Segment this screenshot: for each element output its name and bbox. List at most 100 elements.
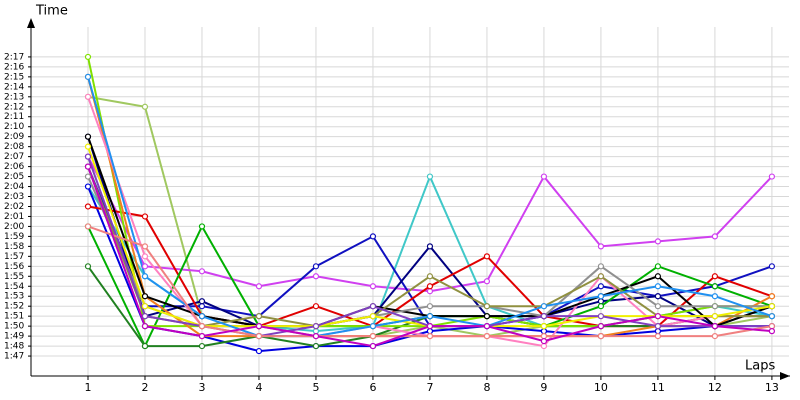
point	[540, 323, 548, 330]
point	[198, 333, 206, 340]
point	[369, 283, 377, 290]
y-tick-label: 1:57	[4, 252, 24, 262]
y-arrow	[27, 18, 35, 28]
point	[198, 342, 206, 350]
point	[141, 313, 149, 320]
y-tick-label: 2:08	[4, 142, 24, 152]
point	[255, 347, 263, 355]
point	[597, 333, 605, 340]
y-tick-label: 2:06	[4, 162, 24, 172]
point	[654, 283, 662, 290]
point	[711, 333, 719, 340]
point	[768, 303, 776, 310]
point	[426, 288, 434, 295]
point	[312, 323, 320, 330]
point	[654, 273, 662, 280]
x-tick-label: 3	[198, 381, 205, 394]
y-tick-label: 2:14	[4, 82, 24, 92]
point	[426, 173, 434, 180]
point	[597, 273, 605, 280]
y-tick-label: 2:11	[4, 112, 24, 122]
point	[426, 323, 434, 330]
point	[654, 333, 662, 340]
point	[312, 342, 320, 350]
y-tick-label: 2:04	[4, 182, 24, 192]
point	[711, 303, 719, 310]
point	[141, 243, 149, 250]
y-tick-label: 2:10	[4, 122, 24, 132]
y-tick-label: 2:12	[4, 102, 24, 112]
point	[711, 273, 719, 280]
point	[84, 183, 92, 190]
y-tick-label: 1:47	[4, 352, 24, 362]
point	[483, 278, 491, 285]
point	[654, 328, 662, 335]
point	[540, 303, 548, 310]
point	[369, 323, 377, 330]
y-tick-label: 1:48	[4, 342, 24, 352]
x-tick-label: 8	[483, 381, 490, 394]
y-tick-label: 2:00	[4, 222, 24, 232]
point	[255, 313, 263, 320]
x-tick-label: 13	[765, 381, 779, 394]
point	[312, 303, 320, 310]
point	[654, 238, 662, 245]
y-tick-label: 2:09	[4, 132, 24, 142]
point	[768, 173, 776, 180]
point	[198, 303, 206, 310]
x-tick-label: 5	[312, 381, 319, 394]
y-tick-label: 1:49	[4, 332, 24, 342]
y-tick-label: 2:07	[4, 152, 24, 162]
point	[369, 342, 377, 350]
point	[198, 298, 206, 305]
y-axis-title: Time	[35, 4, 68, 19]
point	[654, 323, 662, 330]
y-tick-label: 1:55	[4, 272, 24, 282]
point	[84, 223, 92, 230]
point	[540, 328, 548, 335]
point	[84, 263, 92, 270]
point	[84, 173, 92, 180]
point	[483, 323, 491, 330]
point	[711, 313, 719, 320]
point	[312, 328, 320, 335]
point	[141, 213, 149, 220]
point	[711, 233, 719, 240]
point	[597, 313, 605, 320]
point	[540, 338, 548, 345]
point	[198, 268, 206, 275]
x-tick-label: 12	[708, 381, 722, 394]
point	[84, 53, 92, 61]
y-tick-label: 1:54	[4, 282, 24, 292]
point	[369, 313, 377, 320]
y-tick-label: 2:13	[4, 92, 24, 102]
y-tick-label: 1:59	[4, 232, 24, 242]
point	[597, 323, 605, 330]
point	[312, 273, 320, 280]
point	[84, 143, 92, 150]
point	[84, 73, 92, 80]
point	[141, 273, 149, 280]
y-tick-label: 1:51	[4, 312, 24, 322]
point	[711, 283, 719, 290]
x-tick-label: 10	[594, 381, 608, 394]
y-tick-label: 2:03	[4, 192, 24, 202]
x-tick-label: 9	[540, 381, 547, 394]
point	[426, 313, 434, 320]
y-tick-label: 2:15	[4, 72, 24, 82]
point	[711, 293, 719, 300]
point	[369, 333, 377, 340]
x-tick-label: 2	[141, 381, 148, 394]
point	[654, 303, 662, 310]
point	[654, 313, 662, 320]
point	[255, 333, 263, 340]
point	[198, 323, 206, 330]
point	[426, 328, 434, 335]
point	[711, 323, 719, 330]
point	[369, 233, 377, 240]
point	[426, 273, 434, 280]
point	[597, 243, 605, 250]
y-tick-label: 1:52	[4, 302, 24, 312]
x-tick-label: 7	[426, 381, 433, 394]
point	[84, 153, 92, 160]
